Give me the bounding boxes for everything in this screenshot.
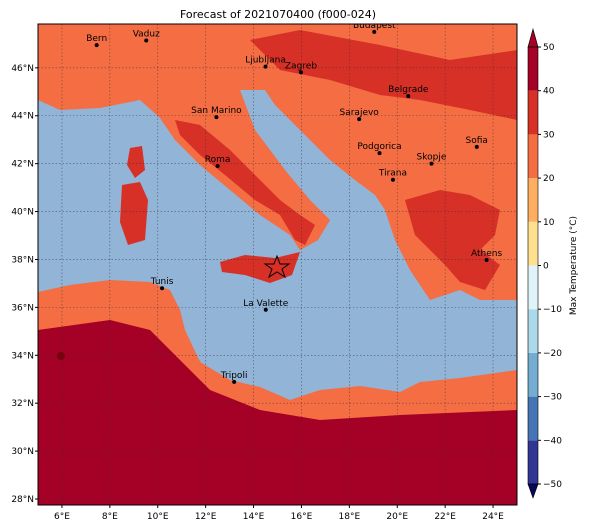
colorbar-band	[528, 134, 538, 179]
city-dot	[263, 307, 268, 312]
city-dot	[214, 115, 219, 120]
lat-tick-label: 30°N	[11, 447, 34, 457]
corsica	[127, 146, 145, 178]
colorbar-under	[527, 483, 539, 499]
city-dot	[298, 70, 303, 75]
city-dot	[357, 117, 362, 122]
city-label: Budapest	[353, 21, 396, 31]
lon-tick-label: 20°E	[386, 512, 408, 522]
city-dot	[474, 144, 479, 149]
colorbar-tick-label: −10	[543, 305, 562, 315]
lat-tick-label: 44°N	[11, 112, 34, 122]
marker-dot	[57, 352, 65, 360]
city-label: Tirana	[378, 169, 407, 179]
colorbar-tick-label: −20	[543, 349, 562, 359]
colorbar-tick-label: 0	[543, 262, 549, 272]
colorbar-band	[528, 265, 538, 310]
city-label: Podgorica	[357, 142, 401, 152]
city-label: Tunis	[150, 277, 174, 287]
city-dot	[484, 257, 489, 262]
city-label: Zagreb	[285, 61, 317, 71]
colorbar-tick-label: 20	[543, 174, 555, 184]
city-label: Tripoli	[220, 371, 248, 381]
city-label: Ljubljana	[245, 56, 286, 66]
lat-tick-label: 42°N	[11, 160, 34, 170]
city-dot	[160, 286, 165, 291]
city-dot	[429, 161, 434, 166]
italy	[175, 120, 315, 245]
city-label: Bern	[86, 34, 107, 44]
colorbar-band	[528, 221, 538, 266]
sardinia	[120, 182, 148, 245]
lon-tick-label: 6°E	[54, 512, 70, 522]
map-title: Forecast of 2021070400 (f000-024)	[180, 8, 376, 21]
city-dot	[406, 94, 411, 99]
city-dot	[215, 164, 220, 169]
lat-tick-label: 40°N	[11, 208, 34, 218]
colorbar-band	[528, 352, 538, 397]
colorbar-band	[528, 396, 538, 441]
city-dot	[377, 151, 382, 156]
greece	[405, 190, 500, 290]
city-label: Roma	[205, 155, 231, 165]
lon-tick-label: 22°E	[434, 512, 456, 522]
city-label: Vaduz	[133, 30, 160, 40]
colorbar-tick-label: −30	[543, 393, 562, 403]
city-dot	[390, 177, 395, 182]
lat-tick-label: 38°N	[11, 255, 34, 265]
city-dot	[144, 38, 149, 43]
city-label: Athens	[471, 249, 502, 259]
lon-tick-label: 18°E	[339, 512, 361, 522]
city-label: La Valette	[243, 299, 288, 309]
map-frame	[37, 23, 518, 506]
axes: 6°E 8°E 10°E 12°E 14°E 16°E 18°E 20°E 22°E 24°E 28…	[11, 64, 504, 522]
colorbar-tick-label: −50	[543, 480, 562, 490]
lat-tick-label: 46°N	[11, 64, 34, 74]
grid	[38, 24, 517, 505]
lon-tick-label: 10°E	[147, 512, 169, 522]
city-dot	[263, 64, 268, 69]
lat-tick-label: 28°N	[11, 495, 34, 505]
land-hot	[250, 30, 517, 120]
colorbar-tick-label: −40	[543, 436, 562, 446]
lon-tick-label: 12°E	[195, 512, 217, 522]
lon-tick-label: 24°E	[482, 512, 504, 522]
city-dot	[232, 379, 237, 384]
colorbar: −50 −40 −30 −20 −10 0 10 20 30 40 50 Max Temperatur…	[527, 27, 579, 499]
city-label: San Marino	[191, 106, 242, 116]
lon-tick-label: 8°E	[102, 512, 118, 522]
colorbar-band	[528, 178, 538, 222]
colorbar-over	[527, 27, 539, 48]
colorbar-band	[528, 90, 538, 135]
colorbar-band	[528, 47, 538, 91]
lat-tick-label: 34°N	[11, 351, 34, 361]
lat-tick-label: 36°N	[11, 303, 34, 313]
colorbar-label: Max Temperature (°C)	[569, 216, 579, 315]
lon-tick-label: 16°E	[291, 512, 313, 522]
lon-tick-label: 14°E	[243, 512, 265, 522]
colorbar-band	[528, 440, 538, 484]
colorbar-tick-label: 50	[543, 43, 555, 53]
city-label: Sarajevo	[340, 108, 380, 118]
colorbar-band	[528, 309, 538, 353]
colorbar-tick-label: 30	[543, 130, 555, 140]
colorbar-tick-label: 40	[543, 87, 555, 97]
star-marker	[263, 254, 291, 279]
city-label: Skopje	[417, 153, 447, 163]
lat-tick-label: 32°N	[11, 399, 34, 409]
city-label: Belgrade	[388, 85, 429, 95]
city-label: Sofia	[466, 136, 488, 146]
city-dot	[372, 29, 377, 34]
colorbar-tick-label: 10	[543, 218, 555, 228]
city-dot	[94, 43, 99, 48]
